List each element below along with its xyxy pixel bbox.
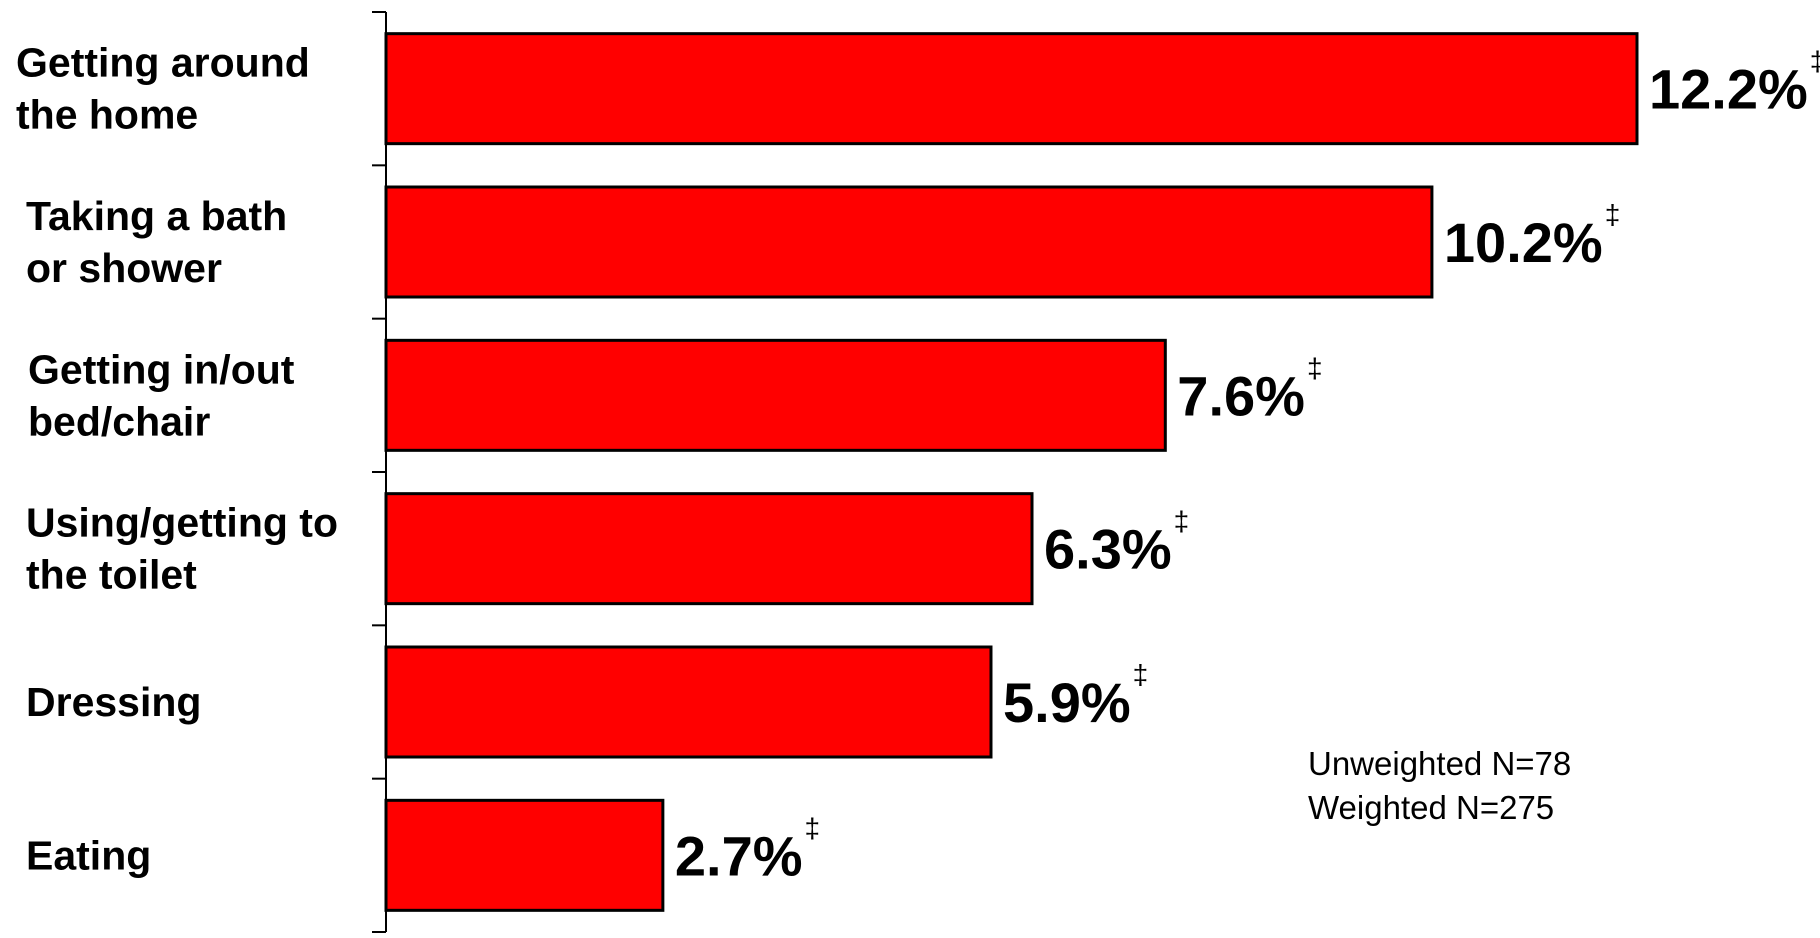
category-label: Taking a bath or shower	[26, 193, 287, 291]
bar	[384, 185, 1434, 299]
category-label: Eating	[26, 832, 151, 878]
bar	[384, 32, 1639, 146]
value-footnote-mark: ‡	[1307, 352, 1323, 383]
category-label: Getting in/out bed/chair	[28, 346, 295, 444]
value-label: 12.2%	[1649, 58, 1808, 121]
category-label: Using/getting to the toilet	[26, 500, 338, 598]
value-labels: 12.2%‡10.2%‡7.6%‡6.3%‡5.9%‡2.7%‡	[675, 46, 1820, 888]
category-labels: Getting around the home Taking a bath or sh…	[16, 40, 338, 879]
bar	[384, 492, 1034, 606]
y-axis	[372, 11, 387, 933]
value-footnote-mark: ‡	[1810, 46, 1820, 77]
value-footnote-mark: ‡	[1605, 199, 1621, 230]
bar	[384, 338, 1167, 452]
value-footnote-mark: ‡	[1133, 659, 1149, 690]
category-label: Dressing	[26, 679, 201, 725]
bar-group	[384, 32, 1639, 912]
value-label: 6.3%	[1044, 518, 1172, 581]
value-label: 2.7%	[675, 824, 803, 887]
weighted-n-label: Weighted N=275	[1308, 789, 1555, 826]
value-label: 5.9%	[1003, 671, 1131, 734]
unweighted-n-label: Unweighted N=78	[1308, 745, 1572, 782]
bar	[384, 645, 993, 759]
value-label: 10.2%	[1444, 211, 1603, 274]
category-label: Getting around the home	[16, 40, 310, 138]
bar	[384, 798, 665, 912]
value-footnote-mark: ‡	[1174, 506, 1190, 537]
sample-size-note: Unweighted N=78 Weighted N=275	[1308, 742, 1571, 830]
value-label: 7.6%	[1177, 364, 1305, 427]
value-footnote-mark: ‡	[805, 812, 821, 843]
